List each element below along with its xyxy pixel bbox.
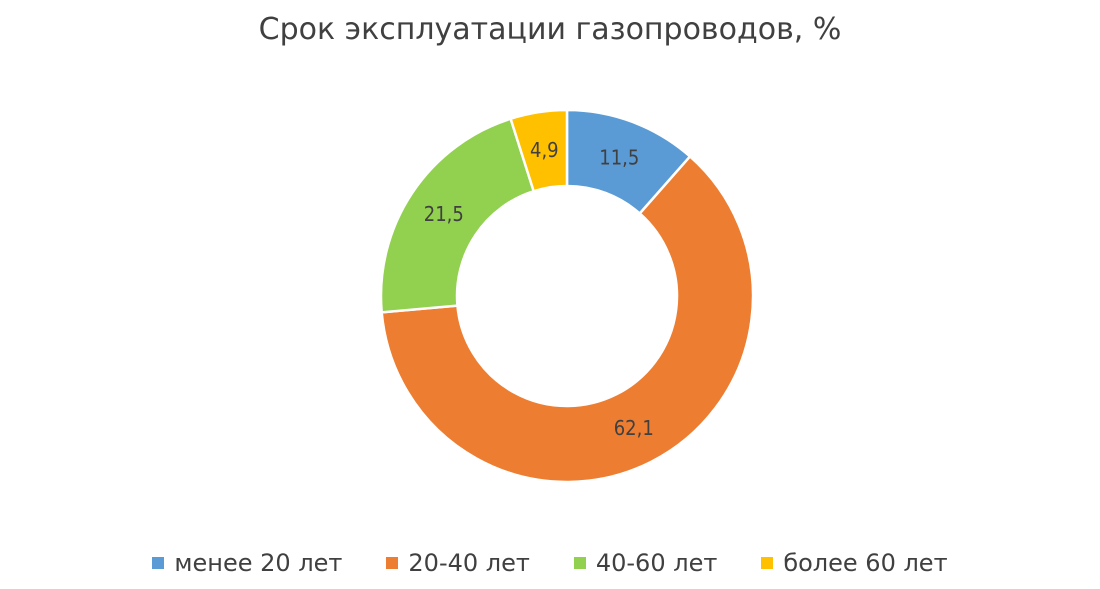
legend-swatch-orange bbox=[386, 557, 399, 569]
legend-item-20-40[interactable]: 20-40 лет bbox=[386, 549, 530, 577]
legend-label: более 60 лет bbox=[783, 549, 948, 577]
data-label: 4,9 bbox=[530, 138, 559, 162]
chart-title: Срок эксплуатации газопроводов, % bbox=[258, 12, 842, 47]
donut-slices bbox=[379, 108, 755, 484]
legend-label: менее 20 лет bbox=[174, 549, 343, 577]
chart-legend: менее 20 лет 20-40 лет 40-60 лет более 6… bbox=[0, 549, 1100, 577]
legend-swatch-green bbox=[573, 557, 586, 569]
slice-40-60[interactable] bbox=[379, 117, 536, 314]
slice-over-60[interactable] bbox=[509, 108, 569, 193]
slice-20-40[interactable] bbox=[380, 154, 755, 484]
legend-item-40-60[interactable]: 40-60 лет bbox=[573, 549, 718, 577]
data-label: 21,5 bbox=[424, 202, 464, 226]
data-label: 11,5 bbox=[599, 146, 639, 170]
legend-label: 40-60 лет bbox=[595, 549, 718, 577]
legend-swatch-blue bbox=[152, 557, 165, 569]
legend-swatch-yellow bbox=[761, 557, 774, 569]
legend-label: 20-40 лет bbox=[408, 549, 530, 577]
data-label: 62,1 bbox=[614, 416, 654, 440]
legend-item-under-20[interactable]: менее 20 лет bbox=[152, 549, 342, 577]
legend-item-over-60[interactable]: более 60 лет bbox=[761, 549, 948, 577]
donut-labels: 11,5 62,1 21,5 4,9 bbox=[424, 138, 654, 440]
